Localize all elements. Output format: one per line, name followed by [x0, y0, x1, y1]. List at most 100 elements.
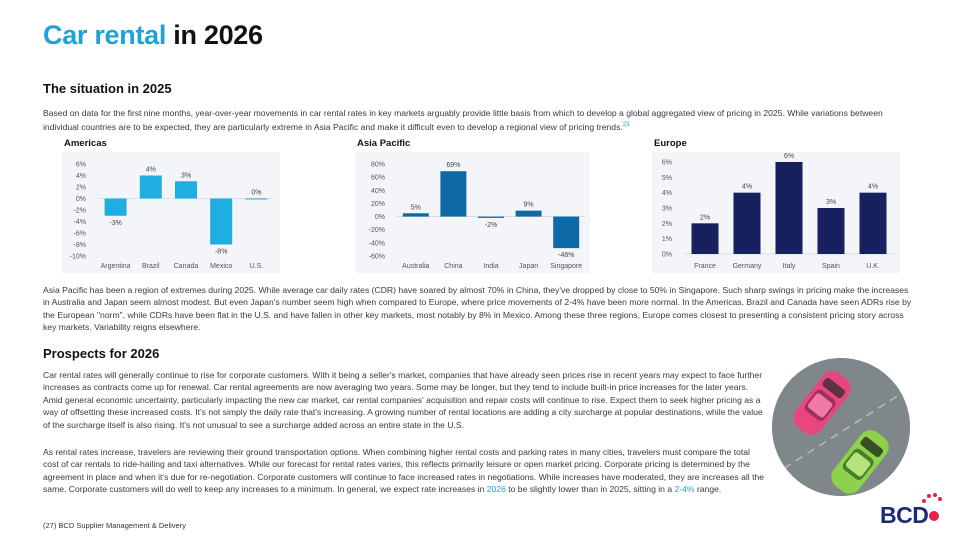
data-label: -8%	[215, 249, 227, 256]
bar	[402, 213, 429, 217]
y-tick-label: 0%	[662, 252, 672, 259]
x-tick-label: Argentina	[101, 263, 131, 270]
cars-photo	[772, 358, 910, 496]
bar	[440, 171, 467, 217]
highlight-range: 2-4%	[674, 484, 695, 495]
data-label: 3%	[826, 199, 836, 206]
situation-intro-text: Based on data for the first nine months,…	[43, 108, 883, 133]
data-label: 3%	[181, 172, 191, 179]
bcd-logo: BCD	[880, 493, 942, 529]
x-tick-label: Brazil	[142, 263, 160, 270]
chart-title-asia-pacific: Asia Pacific	[357, 138, 411, 149]
bcd-logo-wordmark: BCD	[880, 502, 929, 528]
chart-europe-svg: 6% 5% 4% 3% 2% 1% 0% 2% France 4% Germany 6% Italy 3%…	[662, 153, 894, 270]
y-tick-label: 2%	[76, 185, 86, 192]
bar	[859, 192, 887, 254]
y-tick-label: 1%	[662, 236, 672, 243]
footnote-reference: 23	[622, 122, 630, 129]
y-tick-label: 40%	[371, 188, 385, 195]
x-tick-label: U.S.	[250, 263, 264, 270]
x-tick-label: Germany	[733, 263, 762, 270]
page-title: Car rental in 2026	[43, 20, 263, 51]
data-label: 9%	[524, 202, 534, 209]
bar	[245, 198, 268, 200]
bar	[733, 192, 761, 254]
highlight-year: 2026	[486, 484, 506, 495]
data-label: 69%	[446, 162, 460, 169]
data-label: 0%	[251, 190, 261, 197]
data-label: -3%	[109, 220, 121, 227]
y-tick-label: 80%	[371, 162, 385, 169]
prospects-paragraph-2-mid: to be slightly lower than in 2025, sitti…	[505, 484, 675, 495]
bar	[775, 162, 803, 254]
y-tick-label: -6%	[74, 231, 86, 238]
bar	[104, 198, 127, 216]
data-label: 4%	[146, 167, 156, 174]
x-tick-label: Japan	[519, 263, 538, 270]
y-tick-label: 5%	[662, 175, 672, 182]
data-label: 2%	[700, 214, 710, 221]
prospects-paragraph-2: As rental rates increase, travelers are …	[43, 446, 765, 496]
data-label: 4%	[742, 184, 752, 191]
x-tick-label: Australia	[402, 263, 429, 270]
x-tick-label: Singapore	[550, 263, 582, 270]
y-tick-label: -40%	[369, 240, 385, 247]
situation-analysis: Asia Pacific has been a region of extrem…	[43, 285, 912, 333]
bar	[817, 208, 845, 254]
y-tick-label: 6%	[662, 160, 672, 167]
bar	[478, 216, 504, 218]
y-tick-label: 2%	[662, 221, 672, 228]
y-tick-label: -4%	[74, 219, 86, 226]
x-tick-label: France	[694, 263, 716, 270]
data-label: -2%	[485, 222, 497, 229]
y-tick-label: -8%	[74, 242, 86, 249]
situation-intro: Based on data for the first nine months,…	[43, 107, 913, 134]
chart-europe: 6% 5% 4% 3% 2% 1% 0% 2% France 4% Germany 6% Italy 3%…	[652, 152, 900, 273]
y-tick-label: 20%	[371, 201, 385, 208]
logo-dot-arc	[920, 493, 942, 507]
prospects-paragraph-2-end: range.	[694, 484, 722, 495]
y-tick-label: -2%	[74, 208, 86, 215]
y-tick-label: 0%	[76, 196, 86, 203]
chart-title-americas: Americas	[64, 138, 107, 149]
y-tick-label: 60%	[371, 175, 385, 182]
chart-asia-pacific-svg: 80% 60% 40% 20% 0% -20% -40% -60% 5% Australia 69%…	[369, 162, 585, 270]
x-tick-label: Spain	[822, 263, 840, 270]
chart-americas: 6% 4% 2% 0% -2% -4% -6% -8% -10% -3% Argentina 4% Br…	[62, 152, 280, 273]
cars-illustration	[772, 358, 910, 496]
bar	[515, 210, 542, 217]
x-tick-label: Mexico	[210, 263, 232, 270]
prospects-heading: Prospects for 2026	[43, 346, 160, 361]
bar	[553, 216, 580, 249]
y-tick-label: -60%	[369, 254, 385, 261]
y-tick-label: -20%	[369, 227, 385, 234]
y-tick-label: 6%	[76, 162, 86, 169]
logo-red-dot	[929, 510, 940, 521]
data-label: 6%	[784, 153, 794, 160]
page-title-rest: in 2026	[166, 20, 263, 50]
prospects-paragraph-2-lead: As rental rates increase, travelers are …	[43, 447, 765, 495]
data-label: 4%	[868, 184, 878, 191]
y-tick-label: 4%	[76, 173, 86, 180]
x-tick-label: Canada	[174, 263, 199, 270]
chart-asia-pacific: 80% 60% 40% 20% 0% -20% -40% -60% 5% Australia 69%…	[355, 152, 590, 273]
bar	[139, 175, 162, 199]
x-tick-label: U.K.	[866, 263, 880, 270]
y-tick-label: -10%	[70, 254, 86, 261]
data-label: -48%	[558, 252, 574, 259]
bar	[175, 181, 197, 199]
page-title-accent: Car rental	[43, 20, 167, 50]
bar	[210, 198, 233, 245]
y-tick-label: 3%	[662, 206, 672, 213]
y-tick-label: 4%	[662, 190, 672, 197]
x-tick-label: India	[483, 263, 498, 270]
data-label: 5%	[411, 204, 421, 211]
x-tick-label: Italy	[783, 263, 796, 270]
footer-text: (27) BCD Supplier Management & Delivery	[43, 521, 186, 530]
y-tick-label: 0%	[375, 214, 385, 221]
bar	[691, 223, 719, 254]
chart-title-europe: Europe	[654, 138, 687, 149]
prospects-paragraph-1: Car rental rates will generally continue…	[43, 370, 763, 430]
chart-americas-svg: 6% 4% 2% 0% -2% -4% -6% -8% -10% -3% Argentina 4% Br…	[70, 162, 274, 270]
x-tick-label: China	[444, 263, 462, 270]
